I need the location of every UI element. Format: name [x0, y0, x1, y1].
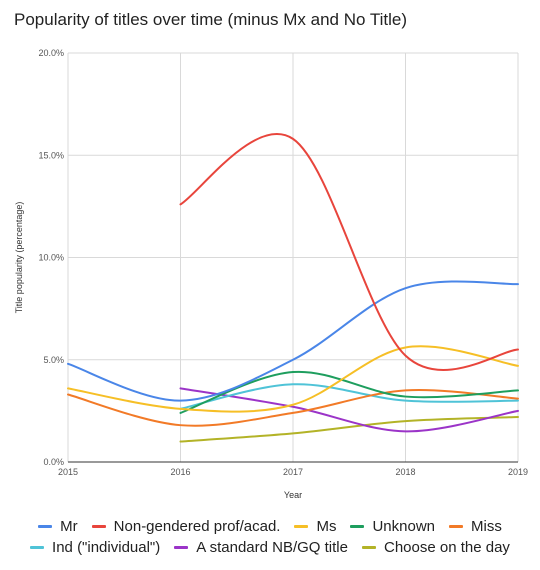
legend-swatch	[449, 525, 463, 528]
legend-item: Miss	[449, 518, 502, 535]
legend-item: Choose on the day	[362, 539, 510, 556]
legend-item: Unknown	[350, 518, 435, 535]
legend-label: Ms	[316, 518, 337, 535]
series-lines	[67, 133, 519, 443]
series-line-7	[179, 416, 519, 443]
legend-swatch	[174, 546, 189, 549]
legend-item: Ms	[294, 518, 336, 535]
series-line-3	[179, 370, 519, 414]
series-line-5	[179, 383, 519, 410]
y-tick-label: 20.0%	[38, 48, 64, 58]
legend-swatch	[362, 546, 376, 549]
legend-swatch	[294, 525, 309, 528]
legend-label: A standard NB/GQ title	[196, 539, 348, 556]
y-tick-label: 10.0%	[38, 253, 64, 263]
y-tick-label: 15.0%	[38, 150, 64, 160]
tick-labels: 0.0% 5.0% 10.0% 15.0% 20.0% 2015 2016 2017 2018 2…	[38, 48, 528, 477]
series-line-1	[179, 133, 519, 371]
series-line-2	[67, 345, 519, 413]
legend-item: A standard NB/GQ title	[174, 539, 348, 556]
legend-swatch	[350, 525, 365, 528]
line-chart: 0.0% 5.0% 10.0% 15.0% 20.0% 2015 2016 2017 2018 2…	[14, 48, 528, 500]
legend-label: Unknown	[372, 518, 435, 535]
x-tick-label: 2019	[508, 467, 528, 477]
gridlines	[67, 52, 519, 463]
legend-label: Ind ("individual")	[52, 539, 161, 556]
y-tick-label: 5.0%	[43, 355, 64, 365]
series-line-0	[67, 280, 519, 402]
x-tick-label: 2016	[170, 467, 190, 477]
legend-label: Miss	[471, 518, 502, 535]
chart-title: Popularity of titles over time (minus Mx…	[14, 10, 408, 29]
legend-item: Ind ("individual")	[30, 539, 160, 556]
legend-label: Choose on the day	[384, 539, 510, 556]
legend-item: Mr	[38, 518, 78, 535]
legend-swatch	[38, 525, 53, 528]
legend-label: Non-gendered prof/acad.	[113, 518, 281, 535]
series-line-4	[67, 389, 519, 427]
legend-item: Non-gendered prof/acad.	[91, 518, 281, 535]
legend-row: Mr Non-gendered prof/acad. Ms Unknown Miss	[0, 518, 540, 535]
legend-row: Ind ("individual") A standard NB/GQ title…	[0, 539, 540, 556]
y-axis-title: Title popularity (percentage)	[14, 202, 24, 314]
x-tick-label: 2015	[58, 467, 78, 477]
legend-swatch	[91, 525, 106, 528]
legend: Mr Non-gendered prof/acad. Ms Unknown Miss I…	[0, 518, 540, 560]
y-tick-label: 0.0%	[43, 457, 64, 467]
legend-swatch	[30, 546, 45, 549]
x-axis-title: Year	[284, 490, 302, 500]
x-tick-label: 2017	[283, 467, 303, 477]
x-tick-label: 2018	[395, 467, 415, 477]
legend-label: Mr	[60, 518, 78, 535]
